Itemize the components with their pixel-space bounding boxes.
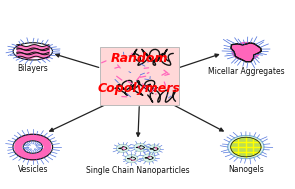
Circle shape: [125, 155, 138, 163]
Text: Copolymers: Copolymers: [98, 82, 181, 95]
Text: Nanogels: Nanogels: [228, 165, 264, 174]
Circle shape: [148, 145, 160, 153]
FancyBboxPatch shape: [100, 47, 179, 105]
Circle shape: [228, 135, 264, 159]
Circle shape: [231, 137, 261, 157]
Circle shape: [134, 143, 147, 152]
Circle shape: [142, 154, 155, 162]
Text: Vesicles: Vesicles: [17, 165, 48, 174]
Circle shape: [116, 144, 129, 153]
Text: Single Chain Nanoparticles: Single Chain Nanoparticles: [86, 166, 190, 175]
Text: Bilayers: Bilayers: [17, 64, 48, 73]
Text: Micellar Aggregates: Micellar Aggregates: [208, 67, 284, 76]
Circle shape: [232, 43, 260, 60]
Circle shape: [24, 141, 42, 153]
Text: Random: Random: [111, 52, 168, 65]
Polygon shape: [231, 43, 261, 62]
